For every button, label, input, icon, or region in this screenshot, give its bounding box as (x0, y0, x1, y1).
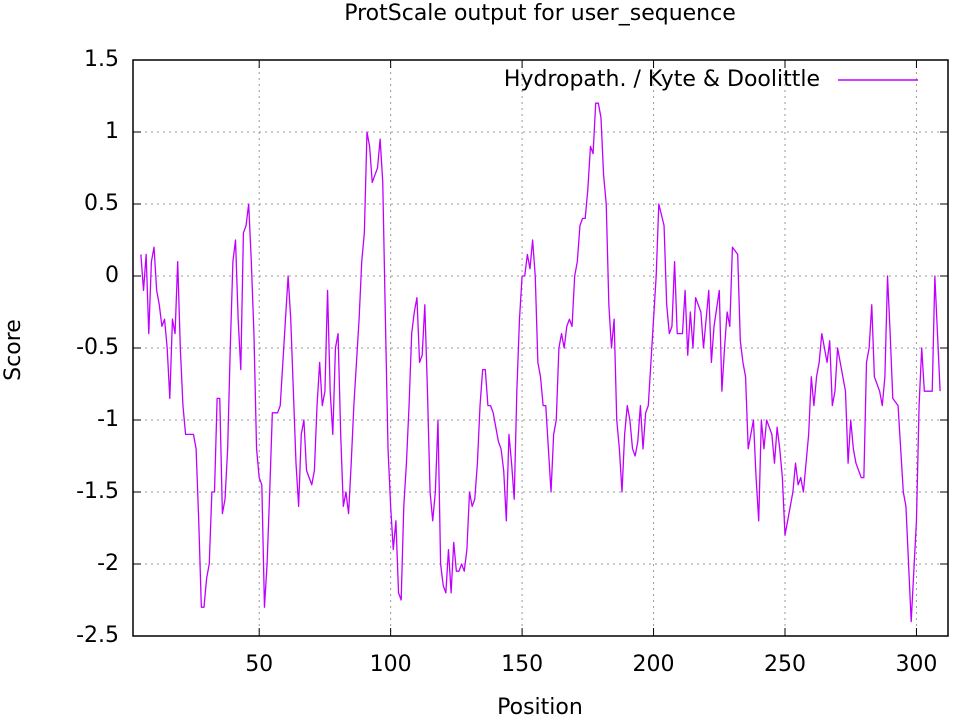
y-tick-label: -1 (97, 407, 119, 432)
x-tick-label: 100 (370, 652, 412, 677)
x-tick-label: 200 (633, 652, 675, 677)
x-tick-label: 150 (501, 652, 543, 677)
y-tick-label: -0.5 (76, 335, 119, 360)
x-tick-label: 250 (764, 652, 806, 677)
chart-title: ProtScale output for user_sequence (344, 1, 736, 26)
y-tick-label: 0.5 (84, 191, 119, 216)
legend-label: Hydropath. / Kyte & Doolittle (504, 67, 820, 92)
y-tick-label: 1 (105, 119, 119, 144)
x-axis-label: Position (497, 695, 583, 720)
x-tick-label: 300 (895, 652, 937, 677)
plot-frame (132, 59, 949, 637)
y-tick-label: 0 (105, 263, 119, 288)
y-tick-label: -2.5 (76, 623, 119, 648)
y-axis-label: Score (1, 319, 26, 381)
data-line (140, 102, 941, 623)
y-tick-label: -2 (97, 551, 119, 576)
y-tick-label: 1.5 (84, 47, 119, 72)
y-tick-label: -1.5 (76, 479, 119, 504)
x-tick-label: 50 (245, 652, 273, 677)
